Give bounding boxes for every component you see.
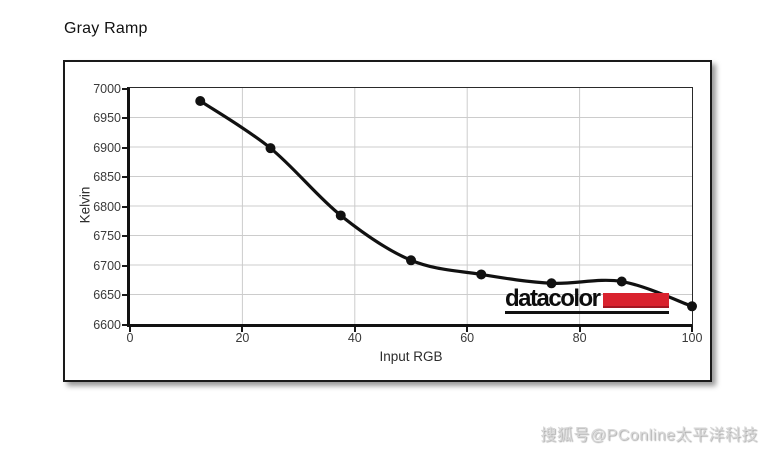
y-tick-mark [122,87,127,90]
data-point-marker [476,269,487,280]
x-tick-mark [353,326,356,332]
gray-ramp-series-line [198,99,694,308]
x-tick-label: 100 [681,331,703,345]
datacolor-logo-text: datacolor [505,285,601,312]
y-tick-label: 7000 [93,81,121,96]
data-point-marker [687,301,697,312]
y-tick-label: 6900 [93,140,121,155]
x-tick-mark [466,326,469,332]
y-tick-label: 6850 [93,170,121,184]
x-tick-mark [241,326,244,332]
data-point-marker [406,255,416,266]
y-tick-label: 6750 [93,229,121,243]
line-chart-canvas [130,88,697,324]
chart-panel: Kelvin Input RGB 6600 6650 6700 6750 6800 685… [63,60,712,382]
y-tick-mark [122,117,127,119]
plot-area [127,87,697,327]
y-tick-mark [122,264,127,267]
x-tick-label: 60 [460,331,475,345]
data-point-marker [546,278,557,289]
y-tick-mark [122,235,127,237]
data-point-marker [195,95,206,106]
page-title: Gray Ramp [64,20,148,37]
y-tick-mark [122,176,127,178]
y-tick-label: 6600 [93,317,121,332]
x-tick-label: 0 [126,331,134,345]
x-tick-label: 40 [347,331,362,345]
y-tick-mark [122,323,127,326]
x-tick-label: 20 [235,331,250,345]
data-point-marker [335,210,346,221]
x-tick-mark [578,326,581,332]
y-tick-mark [122,205,127,208]
x-tick-mark [129,326,131,332]
y-tick-mark [122,146,127,149]
datacolor-logo-red-bar [602,293,669,308]
x-tick-mark [691,326,693,332]
y-tick-label: 6950 [93,111,121,125]
y-tick-label: 6800 [93,199,121,214]
data-point-marker [616,276,627,287]
x-axis-label: Input RGB [379,349,443,364]
y-tick-label: 6700 [93,258,121,273]
y-tick-label: 6650 [93,288,121,302]
x-tick-label: 80 [572,331,587,345]
data-point-marker [265,143,276,154]
watermark-text: 搜狐号@PConline太平洋科技 [540,427,758,444]
y-tick-mark [122,294,127,296]
datacolor-logo: datacolor [505,285,669,314]
